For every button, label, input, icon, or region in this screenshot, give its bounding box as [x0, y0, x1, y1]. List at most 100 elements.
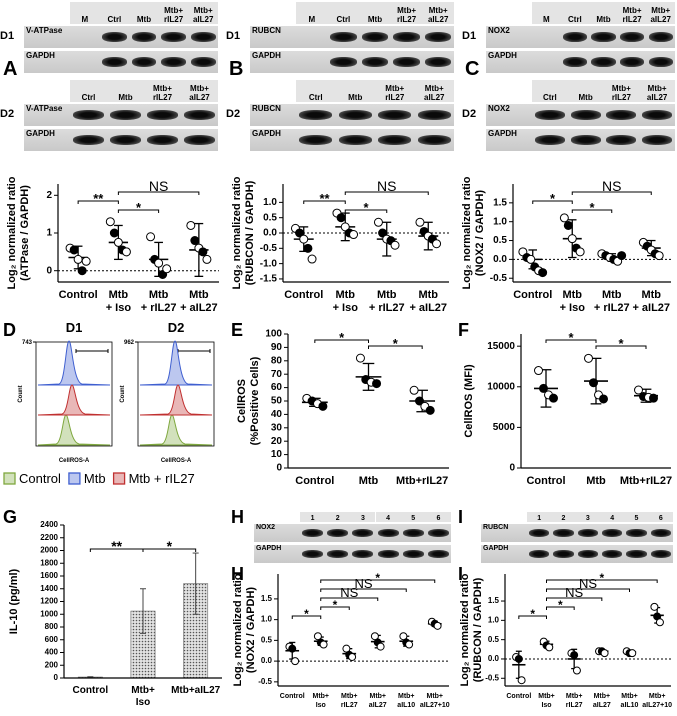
lane-label: Mtb+ rIL27 — [144, 80, 181, 102]
lane-label: Ctrl — [70, 80, 107, 102]
x-tick-label: Mtb+ — [369, 693, 386, 700]
y-tick-label: -0.5 — [258, 677, 272, 686]
y-tick-label: 0.0 — [493, 254, 507, 265]
y-axis-label: Log₂ normalized ratio — [459, 573, 471, 686]
lane-label: 3 — [350, 512, 376, 522]
band — [648, 57, 673, 67]
lane-label: Mtb — [359, 2, 391, 24]
y-tick-label: 2200 — [40, 533, 58, 542]
panel-letter: G — [3, 507, 17, 527]
data-point — [340, 222, 350, 232]
lane-label: Mtb+ rIL27 — [617, 2, 647, 24]
y-tick-label: 1400 — [40, 584, 58, 593]
y-axis-label: IL-10 (pg/ml) — [8, 568, 20, 634]
y-axis-label: Count — [120, 385, 126, 402]
blot-tag: D1 — [0, 30, 15, 42]
significance-label: NS — [340, 585, 358, 600]
lane-label: Mtb+ rIL27 — [603, 80, 640, 102]
significance-bracket — [77, 200, 119, 204]
x-tick-label: Control — [526, 475, 565, 487]
data-point — [654, 251, 664, 261]
band — [601, 550, 623, 558]
blot-strip — [481, 524, 673, 542]
lane-label: Mtb — [129, 2, 159, 24]
blot-tag: D2 — [462, 108, 477, 120]
x-tick-label: Mtb+ — [341, 693, 358, 700]
x-tick-label: rIL27 — [341, 702, 358, 709]
band — [330, 32, 357, 42]
band — [591, 57, 616, 67]
data-point — [376, 642, 385, 651]
y-tick-label: 60 — [271, 382, 283, 393]
significance-label: * — [550, 191, 556, 206]
y-tick-label: 1.0 — [493, 216, 507, 227]
y-tick-label: 30 — [271, 422, 283, 433]
y-tick-label: 1.0 — [488, 615, 500, 624]
panel-letter: B — [229, 58, 244, 80]
band — [591, 32, 616, 42]
y-tick-label: 0.5 — [488, 635, 500, 644]
data-point — [415, 217, 425, 227]
x-tick-label: Iso — [541, 702, 551, 709]
y-tick-label: -0.5 — [490, 273, 508, 284]
letter-holder: H — [231, 507, 244, 527]
x-tick-label: aIL10 — [397, 702, 415, 709]
significance-bracket — [117, 191, 200, 195]
y-axis-label: (ATPase / GAPDH) — [19, 185, 31, 281]
lane-label: Mtb+ aIL27 — [646, 2, 675, 24]
y-tick-label: 20 — [271, 436, 283, 447]
y-tick-label: 0 — [509, 463, 515, 474]
row-label: GAPDH — [483, 545, 509, 552]
x-tick-label: aIL27+10 — [420, 702, 450, 709]
significance-bracket — [291, 615, 322, 619]
band — [352, 529, 374, 537]
x-tick-label: Mtb — [377, 289, 397, 301]
band — [190, 57, 216, 67]
x-tick-label: Mtb+aIL27 — [171, 685, 221, 696]
significance-label: * — [589, 200, 595, 215]
legend-label: Mtb + rIL27 — [129, 471, 195, 486]
y-tick-label: 1000 — [40, 609, 58, 618]
row-label: RUBCN — [252, 26, 281, 35]
band — [131, 57, 157, 67]
histogram — [37, 340, 111, 386]
band — [299, 110, 333, 120]
y-tick-label: 0.5 — [263, 212, 277, 223]
data-point — [572, 666, 581, 675]
lane-label: M — [296, 2, 328, 24]
lane-label: Mtb+ aIL27 — [188, 2, 218, 24]
significance-bracket — [532, 200, 573, 204]
band — [528, 529, 550, 537]
row-label: GAPDH — [488, 129, 517, 138]
band — [361, 32, 389, 42]
blot-tag: D1 — [226, 30, 241, 42]
histogram — [139, 384, 213, 416]
significance-bracket — [320, 579, 436, 583]
lane-label: Mtb+ rIL27 — [375, 80, 415, 102]
y-tick-label: 0 — [276, 463, 282, 474]
band — [378, 135, 412, 145]
subpanel-title: D2 — [168, 320, 185, 335]
y-tick-label: 1800 — [40, 558, 58, 567]
row-label: RUBCN — [252, 104, 281, 113]
y-tick-label: 40 — [271, 409, 283, 420]
data-point — [348, 652, 357, 661]
data-point — [433, 621, 442, 630]
band — [146, 110, 179, 120]
band — [427, 550, 449, 558]
x-tick-label: + rIL27 — [141, 302, 177, 314]
y-tick-label: 1.5 — [488, 596, 500, 605]
data-point — [190, 236, 200, 246]
significance-label: * — [363, 200, 369, 215]
significance-label: * — [599, 571, 604, 585]
significance-label: NS — [579, 576, 597, 591]
panel-letter: I — [458, 564, 463, 584]
lane-label: 2 — [551, 512, 576, 522]
band — [528, 550, 550, 558]
data-point — [73, 254, 83, 264]
data-point — [373, 217, 383, 227]
significance-label: * — [558, 598, 563, 612]
band — [109, 135, 142, 145]
x-tick-label: aIL10 — [621, 702, 639, 709]
data-point — [539, 383, 548, 393]
